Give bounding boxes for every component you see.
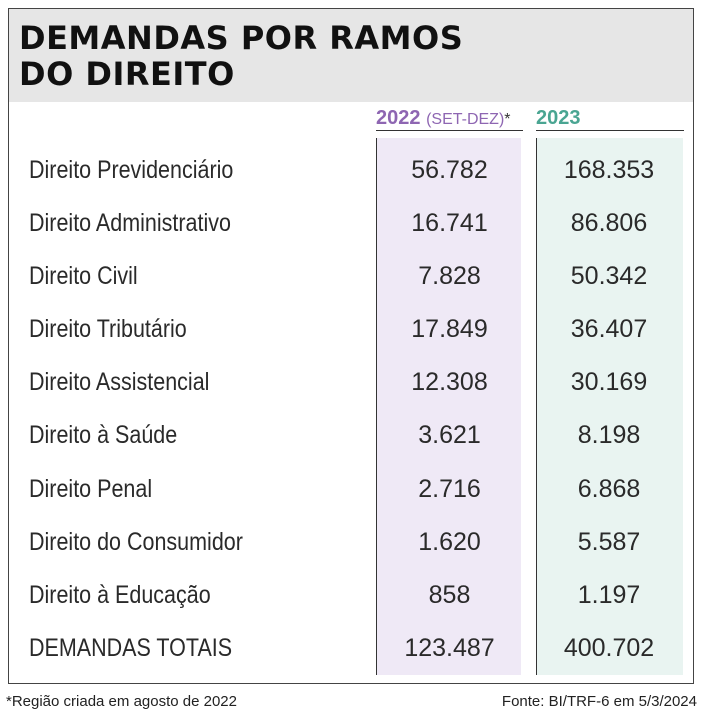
row-label: Direito à Saúde [29,409,177,462]
column-header-2022-rule [376,130,523,131]
row-label: Direito à Educação [29,569,211,622]
table-card: DEMANDAS POR RAMOS DO DIREITO 2022 (SET-D… [8,8,694,684]
table-row: Direito Tributário 17.849 36.407 [9,303,693,356]
value-2022: 1.620 [376,516,523,569]
value-2023: 36.407 [536,303,682,356]
table-row: Direito Civil 7.828 50.342 [9,250,693,303]
column-header-2023-year: 2023 [536,107,581,129]
title-line-2: DO DIREITO [19,55,235,93]
value-2022: 123.487 [376,622,523,675]
value-2023: 1.197 [536,569,682,622]
column-header-2022-marker: * [504,111,510,128]
value-2022: 12.308 [376,356,523,409]
title-line-1: DEMANDAS POR RAMOS [19,19,463,57]
value-2023: 6.868 [536,463,682,516]
column-header-2023: 2023 [536,106,682,130]
value-2023: 86.806 [536,197,682,250]
table-row: Direito à Saúde 3.621 8.198 [9,409,693,462]
table-row: Direito à Educação 858 1.197 [9,569,693,622]
table-row: DEMANDAS TOTAIS 123.487 400.702 [9,622,693,675]
table-row: Direito Assistencial 12.308 30.169 [9,356,693,409]
value-2022: 17.849 [376,303,523,356]
value-2022: 2.716 [376,463,523,516]
value-2023: 50.342 [536,250,682,303]
row-label: Direito Assistencial [29,356,209,409]
row-label: DEMANDAS TOTAIS [29,622,232,675]
row-label: Direito do Consumidor [29,516,243,569]
row-label: Direito Previdenciário [29,144,233,197]
footnote: *Região criada em agosto de 2022 [6,692,237,712]
source-note: Fonte: BI/TRF-6 em 5/3/2024 [502,692,697,712]
value-2023: 400.702 [536,622,682,675]
column-header-2022-qualifier: (SET-DEZ) [426,111,504,128]
value-2023: 30.169 [536,356,682,409]
table-row: Direito Previdenciário 56.782 168.353 [9,144,693,197]
value-2022: 858 [376,569,523,622]
value-2022: 7.828 [376,250,523,303]
column-header-2022: 2022 (SET-DEZ)* [376,106,526,132]
table-row: Direito do Consumidor 1.620 5.587 [9,516,693,569]
value-2023: 8.198 [536,409,682,462]
value-2022: 16.741 [376,197,523,250]
row-label: Direito Civil [29,250,138,303]
chart-title: DEMANDAS POR RAMOS DO DIREITO [19,20,463,92]
column-header-2023-rule [536,130,684,131]
table-body: Direito Previdenciário 56.782 168.353 Direi… [9,144,693,675]
value-2023: 5.587 [536,516,682,569]
title-band: DEMANDAS POR RAMOS DO DIREITO [9,9,693,102]
value-2022: 56.782 [376,144,523,197]
table-row: Direito Penal 2.716 6.868 [9,463,693,516]
column-header-2022-year: 2022 [376,107,421,129]
row-label: Direito Penal [29,463,152,516]
row-label: Direito Administrativo [29,197,231,250]
value-2022: 3.621 [376,409,523,462]
value-2023: 168.353 [536,144,682,197]
row-label: Direito Tributário [29,303,187,356]
table-row: Direito Administrativo 16.741 86.806 [9,197,693,250]
